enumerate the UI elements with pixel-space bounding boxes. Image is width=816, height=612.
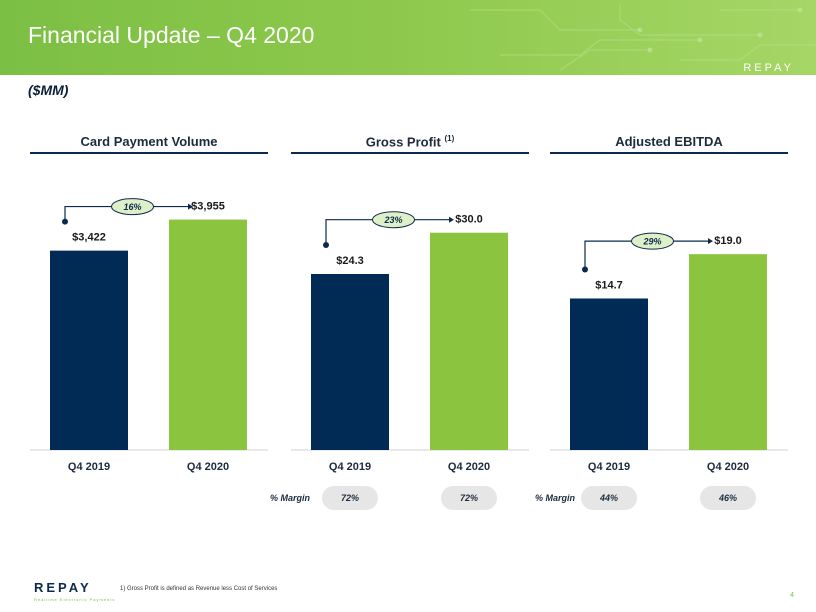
growth-label-1: 23% <box>383 215 402 225</box>
category-label-2-1: Q4 2020 <box>707 461 749 473</box>
value-label-2-1: $19.0 <box>714 235 742 247</box>
growth-bubble-0 <box>111 198 154 216</box>
gross-profit-rule <box>291 152 529 154</box>
ebitda-title: Adjusted EBITDA <box>550 134 788 149</box>
ebitda-margin-label: % Margin <box>535 493 576 503</box>
value-label-0-0: $3,422 <box>72 232 106 244</box>
growth-dot-2 <box>582 266 588 273</box>
card-volume-title: Card Payment Volume <box>30 134 268 149</box>
value-label-1-0: $24.3 <box>336 255 364 267</box>
bar-2-0 <box>570 298 648 450</box>
growth-bubble-1 <box>372 211 415 229</box>
gross-profit-margin-2020: 72% <box>441 486 497 510</box>
header-banner: Financial Update – Q4 2020 REPAY <box>0 0 816 75</box>
value-label-1-1: $30.0 <box>455 214 483 226</box>
footer-logo: REPAY <box>34 580 92 595</box>
growth-label-2: 29% <box>642 237 661 247</box>
brand-wordmark: REPAY <box>743 62 794 74</box>
page-number: 4 <box>790 592 794 599</box>
growth-arrow-head-0 <box>188 203 193 210</box>
bar-0-0 <box>50 250 128 450</box>
category-label-2-0: Q4 2019 <box>588 461 630 473</box>
ebitda-margin-2019: 44% <box>581 486 637 510</box>
category-label-1-0: Q4 2019 <box>329 461 371 473</box>
card-volume-title-text: Card Payment Volume <box>80 134 218 149</box>
bar-charts: $3,422 Q4 2019 $3,955 Q4 2020 16% $24.3 Q4 201… <box>30 198 788 473</box>
bar-0-1 <box>169 219 247 450</box>
gross-profit-footnote-ref: (1) <box>444 134 455 143</box>
bar-1-0 <box>311 273 389 450</box>
value-label-2-0: $14.7 <box>595 279 623 291</box>
circuit-pattern <box>470 5 816 71</box>
gross-profit-margin-label: % Margin <box>270 493 311 503</box>
category-label-0-1: Q4 2020 <box>187 461 229 473</box>
growth-dot-1 <box>323 241 329 248</box>
value-label-0-1: $3,955 <box>191 201 225 213</box>
category-label-1-1: Q4 2020 <box>448 461 490 473</box>
footer-tagline: Realtime Electronic Payments <box>34 597 116 602</box>
gross-profit-margin-2019: 72% <box>322 486 378 510</box>
bar-2-1 <box>689 254 767 450</box>
units-label: ($MM) <box>28 82 69 98</box>
page-title: Financial Update – Q4 2020 <box>28 22 315 48</box>
growth-bubble-2 <box>631 232 674 250</box>
ebitda-title-text: Adjusted EBITDA <box>615 134 723 149</box>
growth-arrow-head-1 <box>449 216 454 223</box>
bar-1-1 <box>430 232 508 450</box>
gross-profit-title: Gross Profit (1) <box>291 134 529 149</box>
ebitda-margin-2020: 46% <box>700 486 756 510</box>
gross-profit-title-text: Gross Profit <box>365 134 441 150</box>
card-volume-rule <box>30 152 268 154</box>
growth-label-0: 16% <box>123 202 141 212</box>
footnote: 1) Gross Profit is defined as Revenue le… <box>120 586 278 592</box>
ebitda-rule <box>550 152 788 154</box>
growth-arrow-head-2 <box>708 238 713 245</box>
category-label-0-0: Q4 2019 <box>68 461 110 473</box>
